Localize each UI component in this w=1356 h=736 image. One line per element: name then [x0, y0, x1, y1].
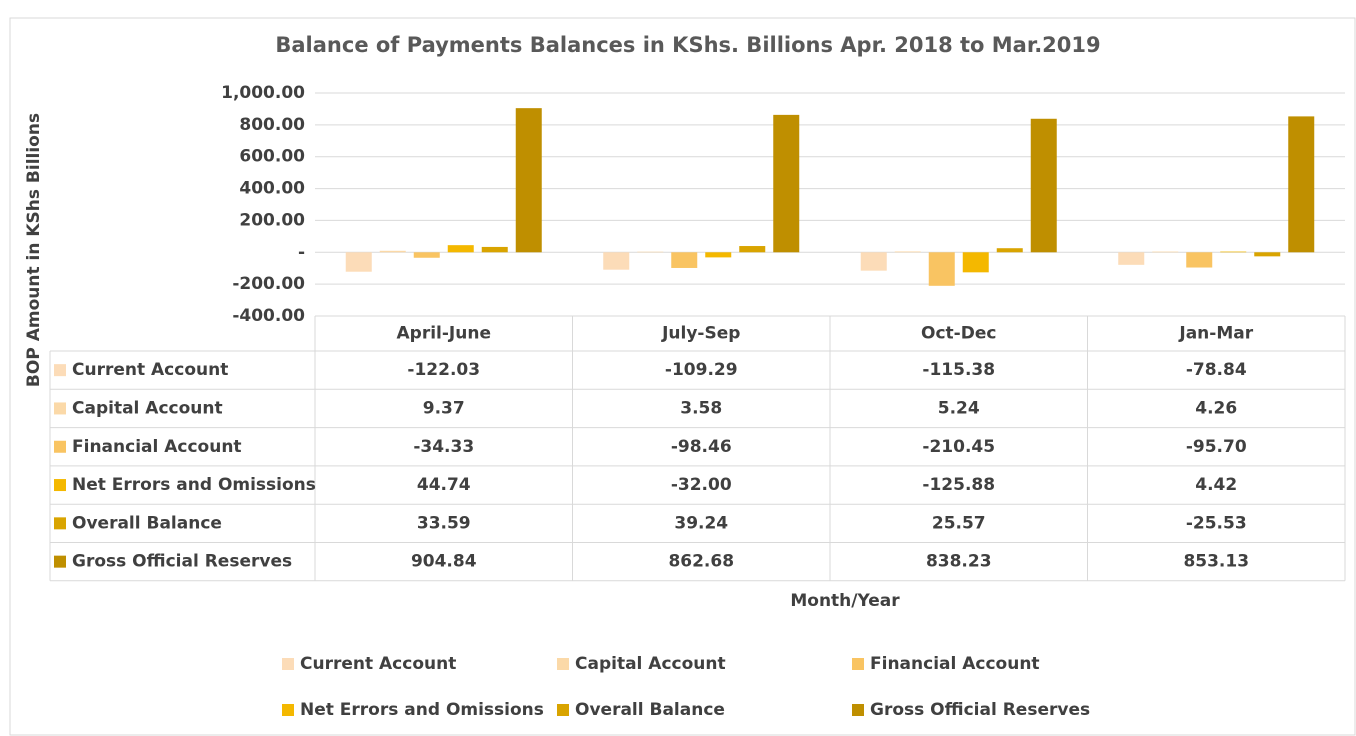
table-cell: 25.57	[932, 513, 986, 533]
table-legend-key	[54, 402, 66, 415]
y-tick-label: -200.00	[232, 274, 305, 294]
table-cell: -210.45	[922, 437, 995, 457]
legend-key	[282, 658, 294, 670]
bar	[962, 252, 989, 273]
y-tick-label: 800.00	[239, 115, 305, 135]
bar	[603, 252, 630, 270]
x-axis-title: Month/Year	[790, 591, 900, 611]
chart-frame	[9, 17, 1356, 736]
bar	[773, 114, 800, 253]
table-cell: -115.38	[922, 360, 995, 380]
table-cell: -25.53	[1186, 513, 1247, 533]
x-tick-label: Oct-Dec	[921, 324, 996, 344]
table-cell: 853.13	[1183, 552, 1249, 572]
table-cell: 44.74	[417, 475, 471, 495]
x-tick-label: April-June	[397, 324, 491, 344]
table-legend-key	[54, 479, 66, 492]
table-cell: 5.24	[938, 398, 980, 418]
x-tick-label: July-Sep	[661, 324, 740, 344]
legend-label: Current Account	[300, 654, 456, 674]
table-cell: -78.84	[1186, 360, 1247, 380]
legend-label: Net Errors and Omissions	[300, 700, 544, 720]
bar	[1030, 118, 1057, 253]
table-cell: 3.58	[680, 398, 722, 418]
x-tick-label: Jan-Mar	[1178, 324, 1253, 344]
bar	[413, 252, 440, 258]
table-cell: -34.33	[413, 437, 474, 457]
table-cell: 904.84	[411, 552, 477, 572]
bar	[637, 251, 664, 253]
legend-key	[282, 704, 294, 716]
bar	[1220, 251, 1247, 253]
table-legend-key	[54, 555, 66, 568]
table-legend-key	[54, 364, 66, 377]
y-axis-title: BOP Amount in KShs Billions	[24, 113, 44, 387]
y-tick-label: -	[298, 242, 305, 262]
bar	[1254, 252, 1281, 257]
legend-key	[852, 704, 864, 716]
bar	[894, 251, 921, 253]
table-cell: 838.23	[926, 552, 992, 572]
bar	[860, 252, 887, 271]
table-row-label: Net Errors and Omissions	[72, 475, 316, 495]
y-tick-label: -400.00	[232, 306, 305, 326]
table-row-label: Overall Balance	[72, 513, 222, 533]
y-tick-label: 400.00	[239, 179, 305, 199]
table-cell: 862.68	[668, 552, 734, 572]
legend-label: Overall Balance	[575, 700, 725, 720]
table-row-label: Financial Account	[72, 437, 242, 457]
table-row-label: Current Account	[72, 360, 228, 380]
y-tick-label: 1,000.00	[221, 83, 305, 103]
table-row-label: Capital Account	[72, 398, 223, 418]
bar	[705, 252, 732, 258]
table-cell: 4.42	[1195, 475, 1237, 495]
bar	[379, 250, 406, 253]
legend-label: Financial Account	[870, 654, 1040, 674]
table-legend-key	[54, 440, 66, 453]
y-tick-label: 200.00	[239, 210, 305, 230]
bar	[928, 252, 955, 286]
legend-key	[557, 704, 569, 716]
legend-key	[557, 658, 569, 670]
table-cell: 33.59	[417, 513, 471, 533]
bar	[739, 246, 766, 253]
table-cell: -98.46	[671, 437, 732, 457]
bar	[447, 245, 474, 253]
bar	[515, 108, 542, 253]
bar	[1118, 252, 1145, 265]
table-cell: 39.24	[674, 513, 728, 533]
bar	[345, 252, 372, 272]
table-row-label: Gross Official Reserves	[72, 552, 292, 572]
table-cell: 4.26	[1195, 398, 1237, 418]
legend-key	[852, 658, 864, 670]
table-cell: -125.88	[922, 475, 995, 495]
bar	[481, 246, 508, 253]
legend-label: Capital Account	[575, 654, 726, 674]
table-cell: 9.37	[423, 398, 465, 418]
bar	[1186, 252, 1213, 268]
table-legend-key	[54, 517, 66, 530]
table-cell: -109.29	[665, 360, 738, 380]
chart-title: Balance of Payments Balances in KShs. Bi…	[275, 33, 1100, 57]
bar	[996, 248, 1023, 253]
bar	[1152, 251, 1179, 253]
bar	[671, 252, 698, 268]
bar	[1288, 116, 1315, 253]
table-cell: -32.00	[671, 475, 732, 495]
table-cell: -95.70	[1186, 437, 1247, 457]
legend-label: Gross Official Reserves	[870, 700, 1090, 720]
y-tick-label: 600.00	[239, 147, 305, 167]
table-cell: -122.03	[407, 360, 480, 380]
